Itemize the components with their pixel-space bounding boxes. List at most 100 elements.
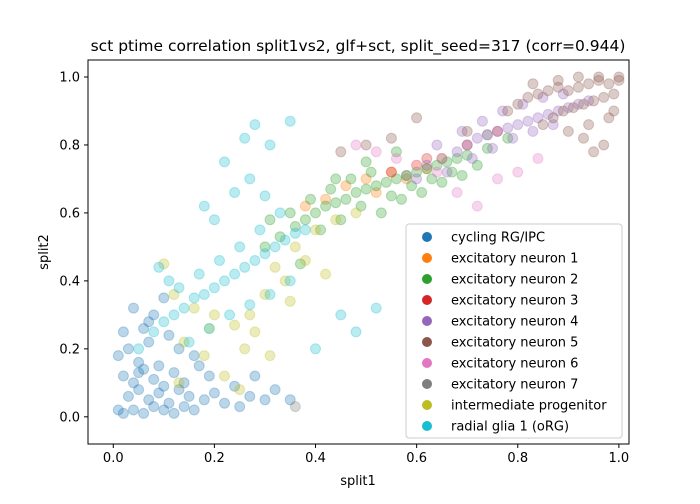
data-point: [471, 159, 483, 171]
data-point: [289, 227, 301, 239]
data-point: [148, 373, 160, 385]
legend-item: excitatory neuron 7: [422, 378, 578, 393]
legend-label: radial glia 1 (oRG): [451, 420, 569, 435]
data-point: [259, 241, 271, 253]
series-0: [112, 292, 296, 419]
data-point: [168, 289, 180, 300]
data-point: [133, 356, 145, 368]
data-point: [173, 384, 185, 396]
data-point: [588, 146, 600, 158]
data-point: [284, 394, 296, 406]
data-point: [299, 214, 311, 226]
data-point: [350, 207, 362, 219]
data-point: [153, 360, 165, 372]
data-point: [315, 224, 327, 236]
legend-marker: [422, 253, 432, 263]
data-point: [203, 323, 215, 334]
data-point: [547, 119, 559, 131]
data-point: [613, 74, 625, 86]
y-tick-label: 0.0: [59, 410, 80, 425]
data-point: [148, 309, 160, 321]
data-point: [168, 407, 180, 419]
data-point: [461, 139, 473, 151]
data-point: [421, 163, 433, 175]
data-point: [542, 108, 554, 120]
data-point: [481, 129, 493, 141]
data-point: [274, 207, 286, 219]
data-point: [244, 309, 256, 321]
data-point: [350, 139, 362, 151]
data-point: [340, 193, 352, 205]
data-point: [234, 384, 246, 396]
data-point: [436, 153, 448, 164]
y-tick-label: 1.0: [59, 70, 80, 85]
data-point: [284, 115, 296, 127]
data-point: [320, 200, 332, 212]
data-point: [198, 350, 210, 362]
data-point: [284, 295, 296, 307]
y-tick-label: 0.4: [59, 274, 80, 289]
data-point: [390, 173, 402, 185]
data-point: [385, 166, 397, 178]
series-3: [385, 125, 503, 178]
data-point: [249, 326, 261, 338]
series-2: [259, 132, 514, 270]
data-point: [163, 275, 175, 287]
legend-item: cycling RG/IPC: [422, 231, 545, 246]
data-point: [143, 394, 155, 406]
data-point: [188, 350, 200, 362]
legend-label: excitatory neuron 6: [451, 357, 578, 372]
data-point: [193, 360, 205, 372]
data-point: [188, 302, 200, 314]
data-point: [173, 343, 185, 355]
data-point: [340, 180, 352, 192]
data-point: [128, 302, 139, 314]
data-point: [219, 156, 230, 168]
data-point: [158, 258, 170, 270]
data-point: [532, 153, 544, 164]
data-point: [345, 173, 357, 185]
data-point: [198, 200, 210, 212]
data-point: [436, 176, 448, 188]
legend-marker: [422, 421, 432, 431]
data-point: [310, 343, 321, 355]
data-point: [112, 404, 124, 416]
data-point: [310, 207, 321, 219]
legend-label: excitatory neuron 3: [451, 294, 578, 309]
data-point: [112, 350, 124, 362]
data-point: [158, 380, 170, 392]
legend-item: excitatory neuron 2: [422, 273, 578, 288]
data-point: [608, 88, 620, 100]
data-point: [117, 407, 129, 419]
data-point: [451, 146, 463, 158]
legend-item: excitatory neuron 4: [422, 315, 578, 330]
data-point: [219, 397, 230, 409]
data-point: [138, 323, 150, 334]
data-point: [370, 187, 382, 198]
legend-marker: [422, 358, 432, 368]
data-point: [593, 71, 605, 83]
data-point: [158, 404, 170, 416]
data-point: [451, 153, 463, 164]
data-point: [451, 187, 463, 198]
data-point: [380, 176, 392, 188]
data-point: [502, 132, 514, 144]
data-point: [148, 401, 160, 413]
data-point: [183, 390, 195, 402]
y-axis-ticks: 0.0 0.2 0.4 0.6 0.8 1.0: [59, 70, 88, 425]
legend-label: intermediate progenitor: [451, 399, 607, 414]
data-point: [203, 323, 215, 334]
data-point: [517, 98, 529, 110]
data-point: [259, 289, 271, 300]
legend-marker: [422, 232, 432, 242]
data-point: [234, 241, 246, 253]
legend-item: excitatory neuron 6: [422, 357, 578, 372]
data-point: [214, 255, 225, 266]
data-point: [476, 115, 488, 127]
data-point: [117, 370, 129, 382]
legend-label: excitatory neuron 4: [451, 315, 578, 330]
data-point: [188, 292, 200, 304]
data-point: [198, 289, 210, 300]
data-point: [497, 105, 509, 117]
y-tick-label: 0.8: [59, 138, 80, 153]
